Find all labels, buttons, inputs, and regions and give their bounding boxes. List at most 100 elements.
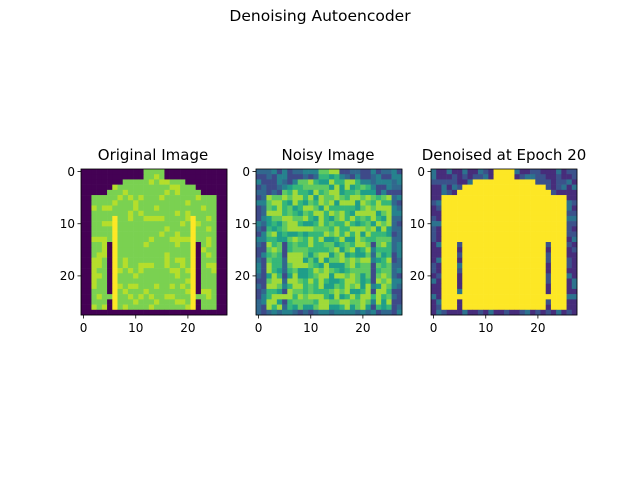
pixel: [195, 226, 202, 232]
pixel: [112, 257, 118, 264]
pixel: [169, 226, 176, 232]
pixel: [540, 309, 547, 316]
pixel: [519, 231, 526, 238]
pixel: [504, 278, 510, 285]
pixel: [200, 283, 207, 290]
pixel: [370, 288, 377, 295]
pixel: [138, 288, 144, 295]
panel-title-original: Original Image: [97, 146, 209, 164]
pixel: [127, 231, 134, 238]
pixel: [297, 304, 304, 311]
pixel: [334, 262, 340, 269]
pixel: [550, 273, 557, 279]
pixel: [112, 262, 118, 269]
pixel: [200, 299, 207, 305]
pixel: [483, 179, 489, 185]
pixel: [96, 184, 103, 191]
pixel: [360, 195, 366, 201]
pixel: [381, 179, 387, 185]
pixel: [148, 273, 155, 279]
pixel: [396, 262, 403, 269]
pixel: [462, 304, 468, 311]
pixel: [339, 247, 345, 253]
pixel: [360, 174, 366, 180]
pixel: [292, 215, 299, 222]
pixel: [524, 184, 531, 191]
pixel: [159, 252, 165, 258]
pixel: [107, 174, 113, 180]
pixel: [329, 179, 335, 185]
pixel: [391, 205, 398, 212]
pixel: [550, 242, 557, 248]
pixel: [446, 236, 453, 243]
pixel: [396, 294, 403, 300]
pixel: [221, 273, 228, 279]
pixel: [375, 273, 382, 279]
pixel: [190, 252, 197, 258]
pixel: [386, 262, 392, 269]
pixel: [302, 174, 309, 180]
pixel: [355, 299, 361, 305]
pixel: [498, 247, 505, 253]
pixel: [498, 236, 505, 243]
pixel: [81, 236, 87, 243]
pixel: [287, 189, 293, 196]
pixel: [462, 257, 468, 264]
pixel: [154, 247, 160, 253]
pixel: [107, 169, 113, 175]
pixel: [441, 283, 447, 290]
pixel: [396, 242, 403, 248]
pixel: [457, 174, 463, 180]
pixel: [365, 283, 372, 290]
pixel: [349, 273, 356, 279]
pixel: [436, 169, 442, 175]
pixel: [498, 221, 505, 227]
pixel: [195, 215, 202, 222]
pixel: [143, 195, 150, 201]
pixel: [159, 174, 165, 180]
pixel: [566, 288, 573, 295]
pixel: [431, 257, 437, 264]
pixel: [339, 278, 345, 285]
pixel: [216, 221, 223, 227]
pixel: [154, 288, 160, 295]
pixel: [107, 247, 113, 253]
pixel: [216, 210, 223, 217]
pixel: [561, 247, 567, 253]
pixel: [483, 169, 489, 175]
pixel: [185, 283, 191, 290]
pixel: [483, 247, 489, 253]
pixel: [190, 299, 197, 305]
pixel: [550, 200, 557, 206]
pixel: [169, 169, 176, 175]
pixel: [344, 294, 351, 300]
pixel: [396, 226, 403, 232]
pixel: [122, 299, 129, 305]
pixel: [302, 200, 309, 206]
pixel: [287, 205, 293, 212]
pixel: [266, 278, 272, 285]
pixel: [81, 247, 87, 253]
pixel: [256, 257, 262, 264]
pixel: [133, 179, 139, 185]
pixel: [313, 184, 319, 191]
pixel: [256, 174, 262, 180]
pixel: [117, 205, 124, 212]
pixel: [261, 226, 267, 232]
pixel: [206, 205, 212, 212]
pixel: [206, 174, 212, 180]
pixel: [344, 210, 351, 217]
pixel: [457, 195, 463, 201]
pixel: [339, 205, 345, 212]
pixel: [467, 189, 474, 196]
pixel: [462, 236, 468, 243]
pixel: [329, 294, 335, 300]
pixel: [154, 299, 160, 305]
pixel: [375, 278, 382, 285]
pixel: [211, 257, 217, 264]
pixel: [261, 278, 267, 285]
pixel: [174, 309, 181, 316]
pixel: [349, 309, 356, 316]
pixel: [81, 294, 87, 300]
pixel: [396, 179, 403, 185]
